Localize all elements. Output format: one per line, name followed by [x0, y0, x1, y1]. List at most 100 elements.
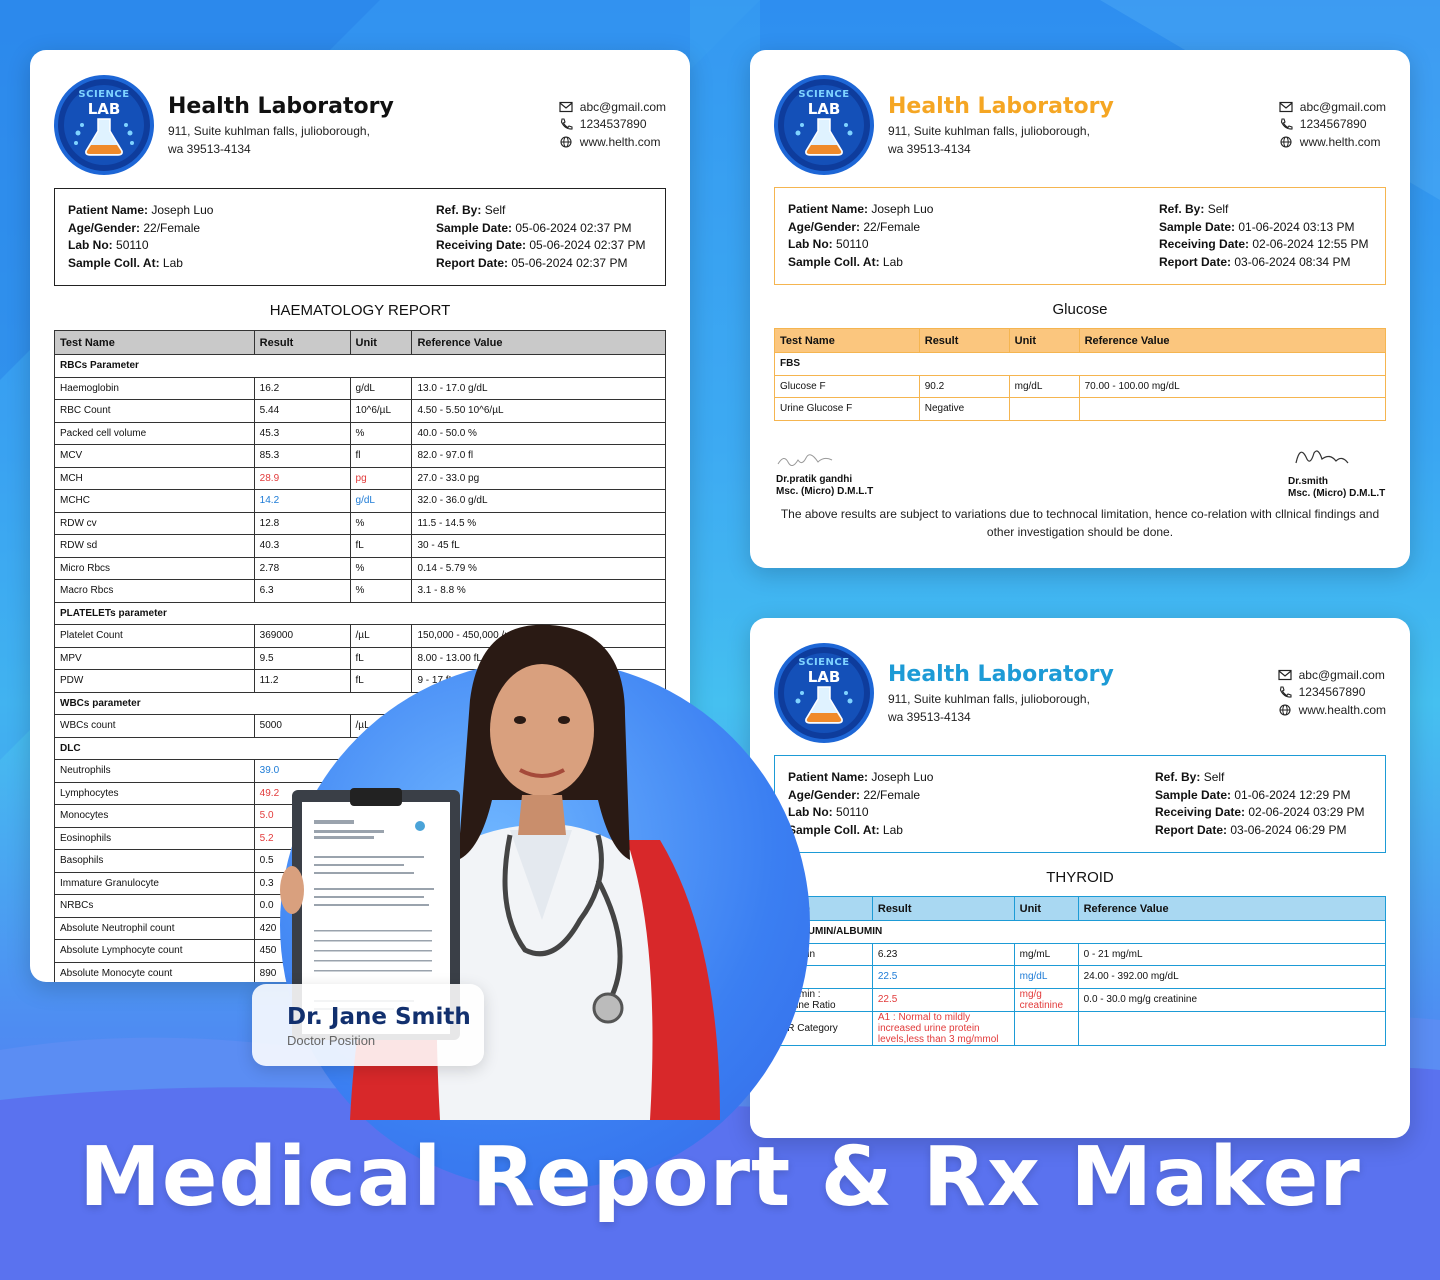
cell-name: Micro Rbcs [54, 556, 255, 580]
cell-name: Glucose F [774, 374, 920, 398]
lab-address: 911, Suite kuhlman falls, julioborough, w… [168, 124, 370, 156]
column-header: Unit [1008, 328, 1080, 353]
cell-ref: 27.0 - 33.0 pg [411, 466, 666, 490]
table-row: albumin :atinine Ratio22.5mg/gcreatinine… [774, 987, 1387, 1012]
cell-ref: 0.0 - 30.0 mg/g creatinine [1077, 987, 1387, 1012]
column-header: Result [871, 896, 1015, 921]
cell-unit: fL [349, 534, 413, 558]
cell-name: Platelet Count [54, 624, 255, 648]
cell-ref: 30 - 45 fL [411, 534, 666, 558]
cell-unit: mg/mL [1013, 942, 1079, 966]
contact-block: abc@gmail.com 1234537890 www.helth.com [559, 98, 666, 151]
cell-name: RBC Count [54, 399, 255, 423]
patient-info-box: Patient Name: Joseph Luo Age/Gender: 22/… [774, 755, 1386, 853]
section-label: RBCs Parameter [54, 354, 666, 378]
table-header-row: Test Name Result Unit Reference Value [774, 328, 1387, 353]
science-lab-logo: SCIENCE LAB [54, 75, 154, 175]
signature-right-text: Dr.smith Msc. (Micro) D.M.L.T [1288, 476, 1386, 499]
table-section-row: DALBUMIN/ALBUMIN [774, 920, 1386, 944]
cell-name: NRBCs [54, 894, 255, 918]
lab-name: Health Laboratory [888, 94, 1114, 119]
cell-unit: % [349, 556, 413, 580]
cell-name: Packed cell volume [54, 421, 255, 445]
cell-name: Immature Granulocyte [54, 871, 255, 895]
phone-icon [560, 118, 573, 130]
cell-unit: mg/g creatinine [1013, 987, 1079, 1012]
glucose-table: Test Name Result Unit Reference Value FBS Glu… [774, 328, 1387, 421]
patient-info-box: Patient Name: Joseph Luo Age/Gender: 22/… [774, 187, 1386, 285]
cell-name: Lymphocytes [54, 781, 255, 805]
cell-unit: mg/dL [1008, 374, 1080, 398]
contact-block: abc@gmail.com 1234567890 www.helth.com [1279, 98, 1386, 151]
column-header: Reference Value [411, 330, 666, 355]
phone-icon [1280, 118, 1293, 130]
globe-icon [1280, 136, 1292, 148]
cell-result: 16.2 [253, 376, 351, 400]
mail-icon [1278, 669, 1292, 680]
cell-name: MCHC [54, 489, 255, 513]
doctor-name-badge: Dr. Jane Smith Doctor Position [252, 984, 484, 1066]
doctor-illustration [280, 624, 720, 1120]
cell-unit: g/dL [349, 376, 413, 400]
haematology-report-card: SCIENCE LAB Health Laboratory 911, Suite… [30, 50, 690, 982]
globe-icon [560, 136, 572, 148]
column-header: Test Name [54, 330, 255, 355]
cell-result: 6.3 [253, 579, 351, 603]
cell-unit [1013, 1010, 1079, 1046]
table-row: Glucose F 90.2 mg/dL 70.00 - 100.00 mg/dL [774, 374, 1387, 398]
lab-name: Health Laboratory [888, 662, 1114, 687]
report-title: Glucose [1052, 301, 1108, 318]
cell-unit: fl [349, 444, 413, 468]
cell-name: WBCs count [54, 714, 255, 738]
cell-name: RDW cv [54, 511, 255, 535]
table-row: Packed cell volume 45.3% 40.0 - 50.0 % [54, 421, 666, 445]
report-title: THYROID [1046, 869, 1114, 886]
patient-info-box: Patient Name: Joseph Luo Age/Gender: 22/… [54, 188, 666, 286]
table-row: MCHC 14.2 g/dL 32.0 - 36.0 g/dL [54, 489, 666, 513]
table-row: Haemoglobin 16.2 g/dL 13.0 - 17.0 g/dL [54, 376, 666, 400]
cell-name: Eosinophils [54, 826, 255, 850]
cell-name: Monocytes [54, 804, 255, 828]
cell-ref: 24.00 - 392.00 mg/dL [1077, 965, 1387, 989]
table-section-row: RBCs Parameter [54, 354, 666, 378]
cell-unit: pg [349, 466, 413, 490]
globe-icon [1279, 704, 1291, 716]
cell-unit: % [349, 511, 413, 535]
cell-name: Absolute Neutrophil count [54, 916, 255, 940]
cell-unit: % [349, 579, 413, 603]
cell-name: MCV [54, 444, 255, 468]
cell-result: 12.8 [253, 511, 351, 535]
cell-name: MCH [54, 466, 255, 490]
cell-unit: % [349, 421, 413, 445]
cell-result: 40.3 [253, 534, 351, 558]
cell-name: Absolute Monocyte count [54, 961, 255, 982]
cell-name: Neutrophils [54, 759, 255, 783]
column-header: Result [253, 330, 351, 355]
cell-name: Urine Glucose F [774, 397, 920, 421]
cell-name: Basophils [54, 849, 255, 873]
science-lab-logo: SCIENCE LAB [774, 643, 874, 743]
doctor-name: Dr. Jane Smith [287, 1004, 471, 1030]
signature-left-text: Dr.pratik gandhi Msc. (Micro) D.M.L.T [776, 474, 874, 497]
cell-result: A1 : Normal to mildly increased urine pro… [871, 1010, 1015, 1046]
mail-icon [1279, 101, 1293, 112]
table-header-row: Test Name Result Unit Reference Value [54, 330, 666, 355]
cell-name: Haemoglobin [54, 376, 255, 400]
science-lab-logo: SCIENCE LAB [774, 75, 874, 175]
column-header: Result [918, 328, 1010, 353]
column-header: Reference Value [1077, 896, 1387, 921]
mail-icon [559, 101, 573, 112]
cell-ref [1077, 1010, 1387, 1046]
table-section-row: FBS [774, 352, 1386, 376]
signature-left [777, 454, 833, 466]
cell-result: 45.3 [253, 421, 351, 445]
cell-ref: 40.0 - 50.0 % [411, 421, 666, 445]
cell-unit: mg/dL [1013, 965, 1079, 989]
table-row: Macro Rbcs 6.3% 3.1 - 8.8 % [54, 579, 666, 603]
cell-unit [1008, 397, 1080, 421]
cell-name: RDW sd [54, 534, 255, 558]
cell-result: 14.2 [253, 489, 351, 513]
